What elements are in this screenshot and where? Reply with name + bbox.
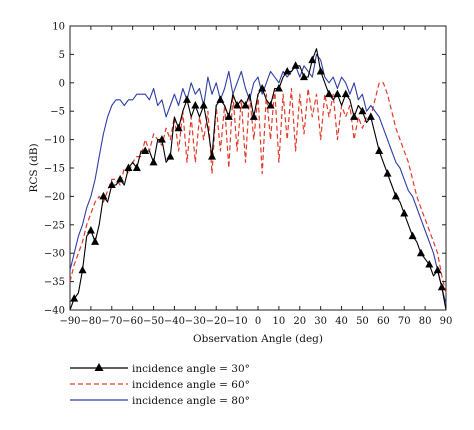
series-marker-0 xyxy=(216,95,225,103)
x-tick-label: −80 xyxy=(80,316,101,327)
series-line-1 xyxy=(69,82,447,294)
series-marker-0 xyxy=(157,135,166,143)
series-marker-0 xyxy=(341,89,350,98)
x-axis-title: Observation Angle (deg) xyxy=(193,333,323,345)
series-marker-0 xyxy=(86,225,95,234)
x-tick-label: 10 xyxy=(273,316,286,327)
series-marker-0 xyxy=(132,163,141,171)
legend: incidence angle = 30° incidence angle = 6… xyxy=(70,363,250,407)
series-marker-0 xyxy=(166,152,175,160)
series-marker-0 xyxy=(208,152,217,160)
series-marker-0 xyxy=(124,163,133,171)
series-marker-0 xyxy=(325,89,334,98)
series-marker-0 xyxy=(274,83,283,92)
series-marker-0 xyxy=(91,237,100,245)
series-marker-0 xyxy=(224,112,233,120)
x-tick-label: −40 xyxy=(164,316,185,327)
series-marker-0 xyxy=(366,112,375,120)
series-marker-0 xyxy=(299,72,308,81)
x-tick-label: 30 xyxy=(314,316,327,327)
x-tick-label: −60 xyxy=(122,316,143,327)
x-tick-label: 20 xyxy=(293,316,306,327)
series-marker-0 xyxy=(258,83,267,92)
series-marker-0 xyxy=(141,146,150,154)
y-tick-label: −35 xyxy=(44,277,65,288)
series-marker-0 xyxy=(191,101,200,109)
y-tick-label: −10 xyxy=(44,135,65,146)
series-marker-0 xyxy=(99,191,108,200)
series-marker-0 xyxy=(70,294,79,302)
x-tick-label: 60 xyxy=(377,316,390,327)
y-axis-title: RCS (dB) xyxy=(28,143,40,192)
y-tick-label: 10 xyxy=(52,22,65,33)
legend-label-2: incidence angle = 80° xyxy=(132,395,250,407)
series-marker-0 xyxy=(358,106,367,115)
legend-marker-0 xyxy=(94,363,104,371)
y-tick-label: −25 xyxy=(44,220,65,231)
legend-label-1: incidence angle = 60° xyxy=(132,379,250,391)
ticks-layer: −90 −80 −70 −60 −50 −40 −30 −20 −10 0 10 20 30 40 50 60… xyxy=(44,22,452,328)
legend-label-0: incidence angle = 30° xyxy=(132,363,250,375)
series-marker-0 xyxy=(266,101,275,109)
y-tick-label: −20 xyxy=(44,192,65,203)
x-tick-label: −30 xyxy=(185,316,206,327)
series-marker-0 xyxy=(383,169,392,177)
y-tick-label: −5 xyxy=(50,107,65,118)
y-tick-label: −40 xyxy=(44,306,65,317)
series-marker-0 xyxy=(400,208,409,217)
series-marker-0 xyxy=(182,95,191,103)
x-tick-label: 40 xyxy=(335,316,348,327)
x-tick-label: 70 xyxy=(398,316,411,327)
x-tick-label: 0 xyxy=(255,316,261,327)
series-line-0 xyxy=(69,48,447,311)
x-tick-label: −90 xyxy=(59,316,80,327)
series-marker-0 xyxy=(78,265,87,274)
series-marker-0 xyxy=(174,123,183,132)
y-tick-label: −30 xyxy=(44,249,65,260)
series-marker-0 xyxy=(425,260,434,268)
series-marker-0 xyxy=(391,191,400,200)
series-marker-0 xyxy=(249,112,258,120)
y-tick-label: −15 xyxy=(44,164,65,175)
series-marker-0 xyxy=(416,248,425,257)
series-marker-0 xyxy=(437,282,446,291)
y-tick-label: 5 xyxy=(59,50,65,61)
series-marker-0 xyxy=(149,157,158,166)
x-tick-label: −50 xyxy=(143,316,164,327)
series-layer xyxy=(69,48,447,311)
series-marker-0 xyxy=(291,61,300,69)
series-line-2 xyxy=(69,53,447,305)
x-tick-label: −20 xyxy=(206,316,227,327)
series-marker-0 xyxy=(316,66,325,75)
series-marker-0 xyxy=(433,265,442,274)
series-marker-0 xyxy=(283,66,292,75)
series-marker-0 xyxy=(233,101,242,109)
series-marker-0 xyxy=(375,146,384,154)
series-marker-0 xyxy=(241,101,250,109)
x-tick-label: 80 xyxy=(419,316,432,327)
x-tick-label: −70 xyxy=(101,316,122,327)
series-marker-0 xyxy=(408,231,417,240)
series-marker-0 xyxy=(308,55,317,64)
series-marker-0 xyxy=(107,180,116,189)
x-tick-label: −10 xyxy=(227,316,248,327)
series-marker-0 xyxy=(350,112,359,120)
y-tick-label: 0 xyxy=(59,78,65,89)
series-marker-0 xyxy=(116,174,125,183)
x-tick-label: 50 xyxy=(356,316,369,327)
series-marker-0 xyxy=(199,101,208,109)
series-marker-0 xyxy=(333,89,342,98)
x-tick-label: 90 xyxy=(440,316,453,327)
